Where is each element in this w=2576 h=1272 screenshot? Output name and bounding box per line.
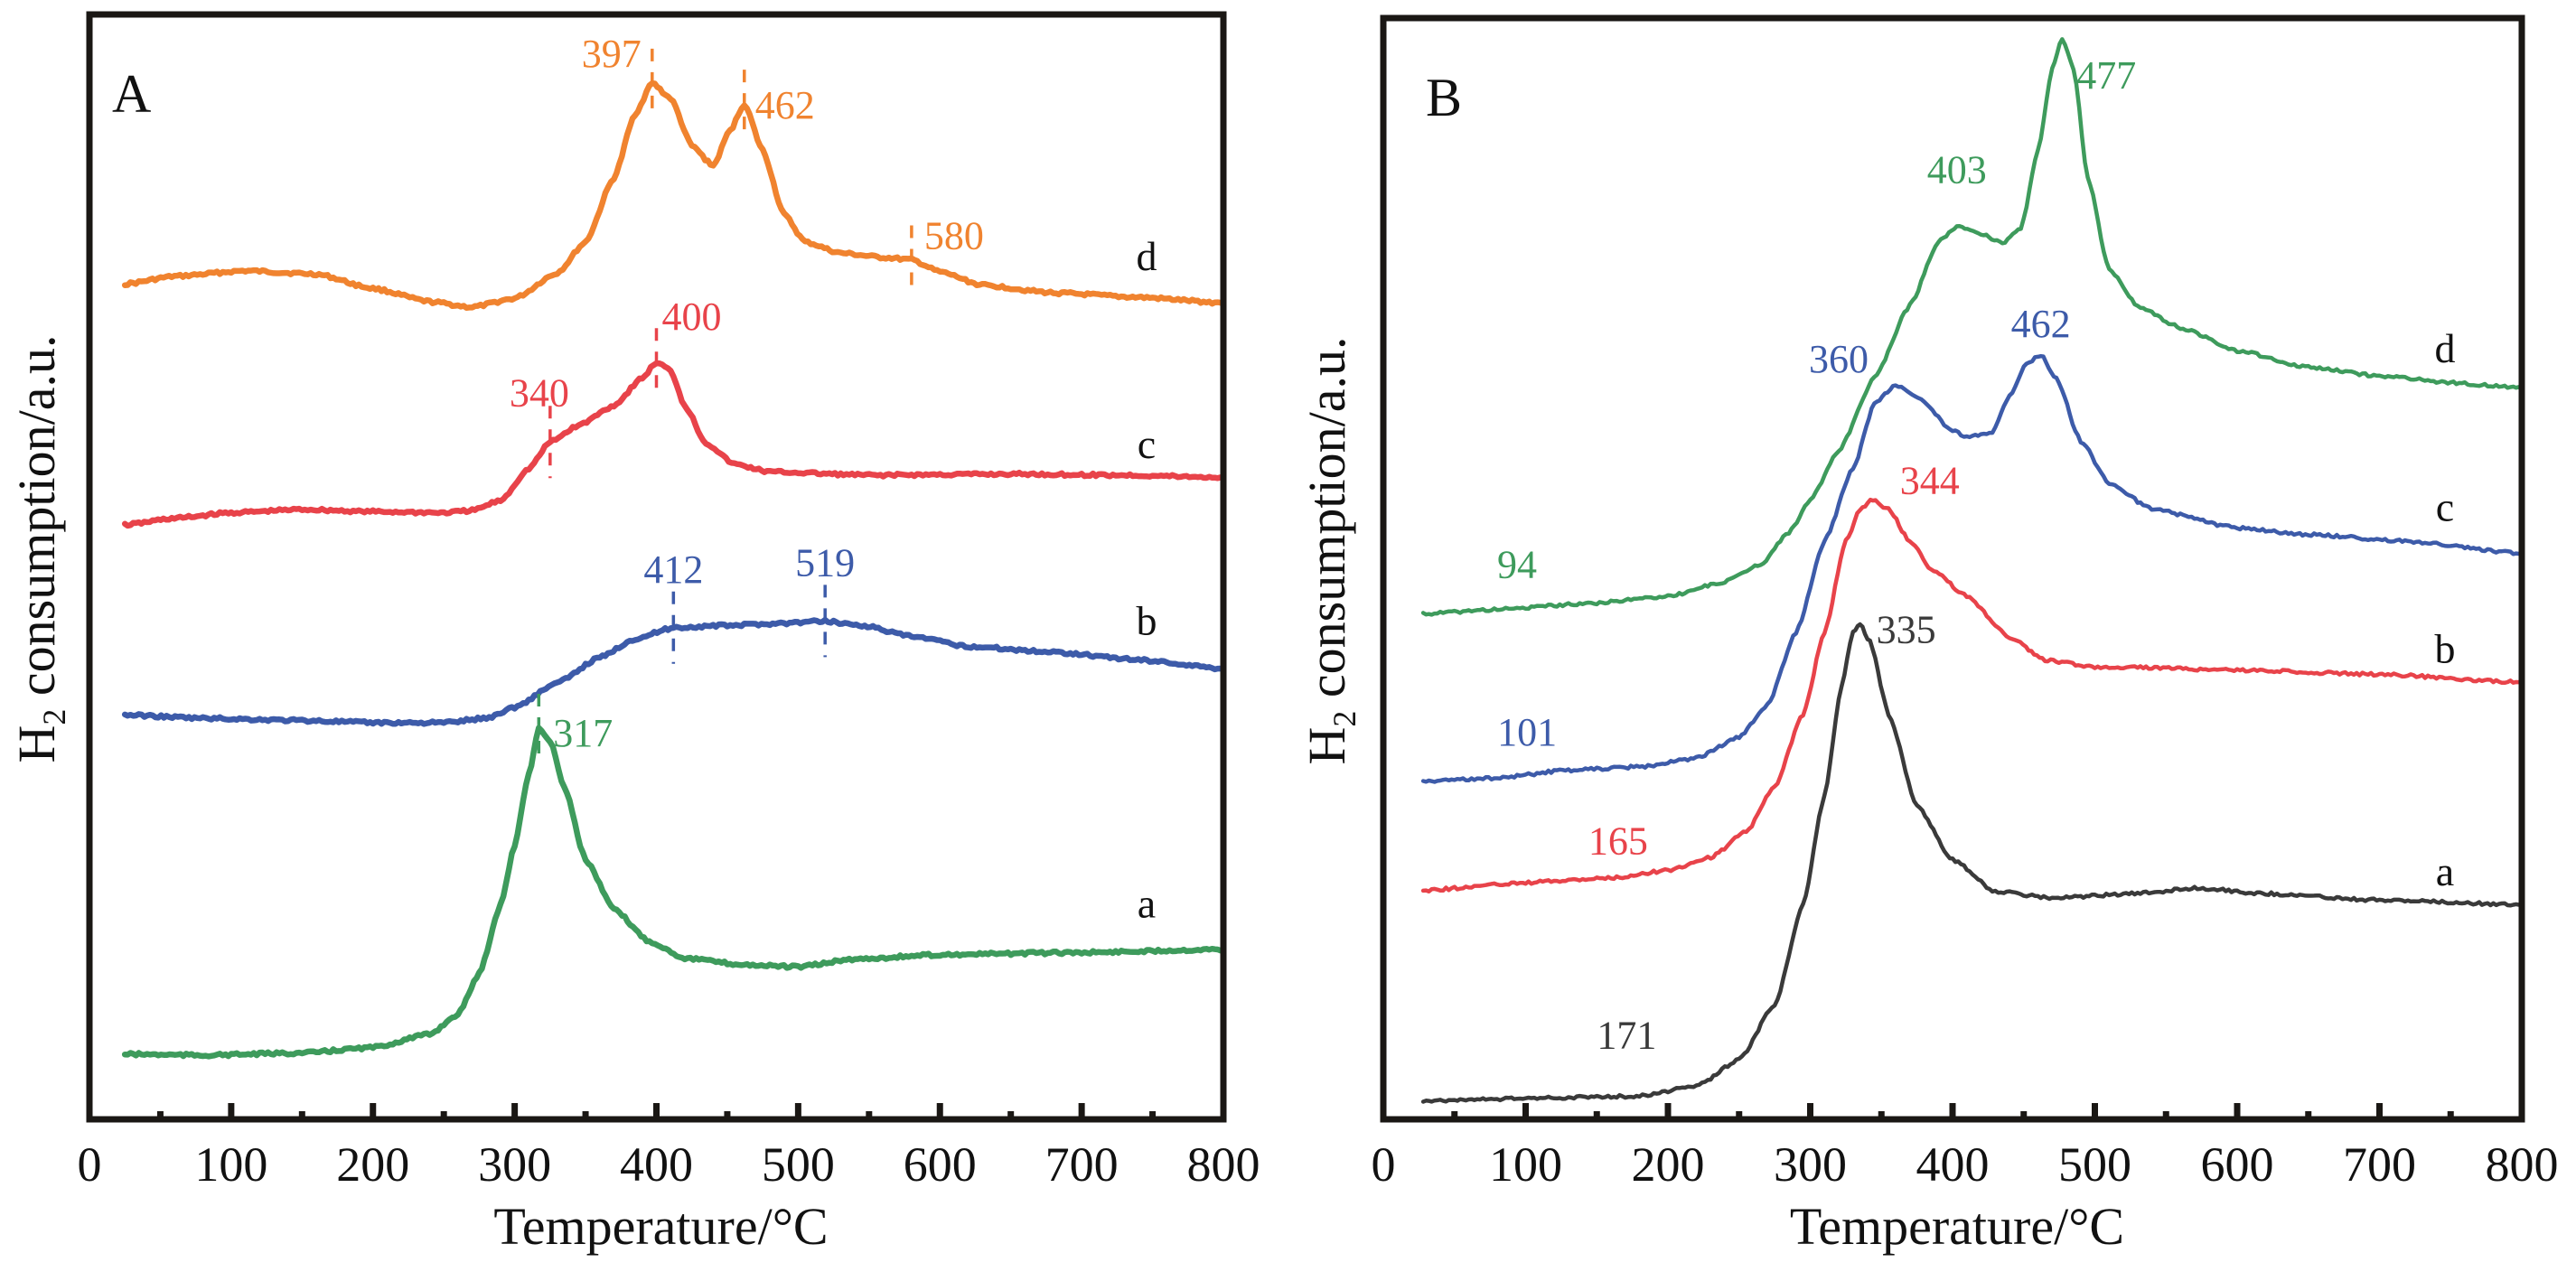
peak-annotation-c-400: 400 [654,295,722,398]
peak-label-462: 462 [2011,302,2071,346]
peak-label-477: 477 [2076,53,2136,98]
peak-annotation-d-580: 580 [910,214,984,295]
series-b: b 165 344 [1420,459,2524,893]
curve-b [1420,497,2524,893]
series-label-a: a [1138,881,1156,927]
panel-letter: B [1426,68,1462,127]
peak-annotation-c-360: 360 [1809,337,1869,381]
series-a: a 171 335 [1420,608,2524,1104]
x-tick-label: 100 [1489,1137,1562,1192]
peak-annotation-a-335: 335 [1877,608,1936,652]
series-d: d 397 462 580 [121,32,1227,312]
curve-c [1420,353,2524,784]
x-tick-label: 0 [1372,1137,1396,1192]
peak-label-344: 344 [1900,459,1960,503]
x-tick-label: 300 [478,1137,551,1192]
peak-label-101: 101 [1497,710,1557,754]
peak-annotation-c-340: 340 [510,370,569,479]
series-b: b 412 519 [121,540,1227,727]
peak-label-317: 317 [553,711,613,755]
curve-a [121,725,1227,1060]
x-tick-label: 800 [1187,1137,1260,1192]
x-tick-label: 500 [762,1137,835,1192]
panel-b: d 94 403 477 c 101 360 462 b 165 344 a 171 335 0 100 200… [1297,14,2559,1256]
peak-label-335: 335 [1877,608,1936,652]
x-axis-title: Temperature/°C [1790,1197,2124,1256]
series-d: d 94 403 477 [1420,37,2524,617]
series-label-c: c [1138,421,1156,467]
peak-annotation-b-519: 519 [795,540,855,658]
peak-annotation-d-397: 397 [582,32,654,117]
x-tick-label: 400 [1916,1137,1990,1192]
curve-b [121,616,1227,727]
peak-annotation-a-171: 171 [1597,1013,1656,1057]
curve-a [1420,622,2524,1104]
x-tick-label: 700 [1045,1137,1119,1192]
x-tick-label: 600 [904,1137,977,1192]
peak-annotation-d-477: 477 [2076,53,2136,98]
x-tick-label: 600 [2201,1137,2274,1192]
peak-annotation-b-165: 165 [1588,818,1648,863]
peak-annotation-b-344: 344 [1900,459,1960,503]
peak-label-171: 171 [1597,1013,1656,1057]
curve-c [121,360,1227,529]
peak-label-580: 580 [924,214,984,258]
peak-label-340: 340 [510,370,569,415]
x-tick-label: 200 [1632,1137,1705,1192]
peak-label-412: 412 [643,547,703,592]
series-c: c 340 400 [121,295,1227,529]
peak-label-400: 400 [662,295,722,339]
x-tick-label: 700 [2343,1137,2416,1192]
peak-label-360: 360 [1809,337,1869,381]
peak-label-94: 94 [1497,542,1537,586]
series-a: a 317 [121,694,1227,1060]
x-tick-label: 300 [1774,1137,1847,1192]
peak-label-519: 519 [795,540,855,585]
peak-label-397: 397 [582,32,642,76]
x-tick-label: 800 [2486,1137,2559,1192]
x-tick-label: 500 [2058,1137,2131,1192]
series-label-d: d [2435,325,2456,371]
panel-letter: A [112,64,151,124]
peak-annotation-d-403: 403 [1927,147,1987,192]
peak-annotation-c-462: 462 [2011,302,2071,346]
series-c: c 101 360 462 [1420,302,2524,784]
curve-d [121,80,1227,312]
series-label-a: a [2436,848,2454,894]
peak-label-462: 462 [755,83,815,127]
x-tick-label: 0 [78,1137,102,1192]
y-axis-title: H2 consumption/a.u. [1297,337,1363,765]
peak-annotation-b-412: 412 [643,547,703,664]
peak-label-165: 165 [1588,818,1648,863]
series-label-c: c [2436,483,2454,529]
curve-d [1420,37,2524,617]
x-tick-label: 400 [620,1137,693,1192]
series-label-d: d [1137,233,1157,279]
peak-label-403: 403 [1927,147,1987,192]
series-label-b: b [2435,626,2456,672]
x-axis-title: Temperature/°C [493,1197,828,1256]
peak-annotation-d-94: 94 [1497,542,1537,586]
y-axis-title: H2 consumption/a.u. [7,335,72,763]
x-tick-label: 100 [194,1137,267,1192]
peak-annotation-d-462: 462 [743,70,815,139]
panel-a: d 397 462 580 c 340 400 b 412 519 a 317 0 100 200 300 40… [7,11,1260,1256]
peak-annotation-a-317: 317 [537,694,613,763]
peak-annotation-c-101: 101 [1497,710,1557,754]
x-tick-label: 200 [336,1137,409,1192]
series-label-b: b [1137,598,1157,644]
